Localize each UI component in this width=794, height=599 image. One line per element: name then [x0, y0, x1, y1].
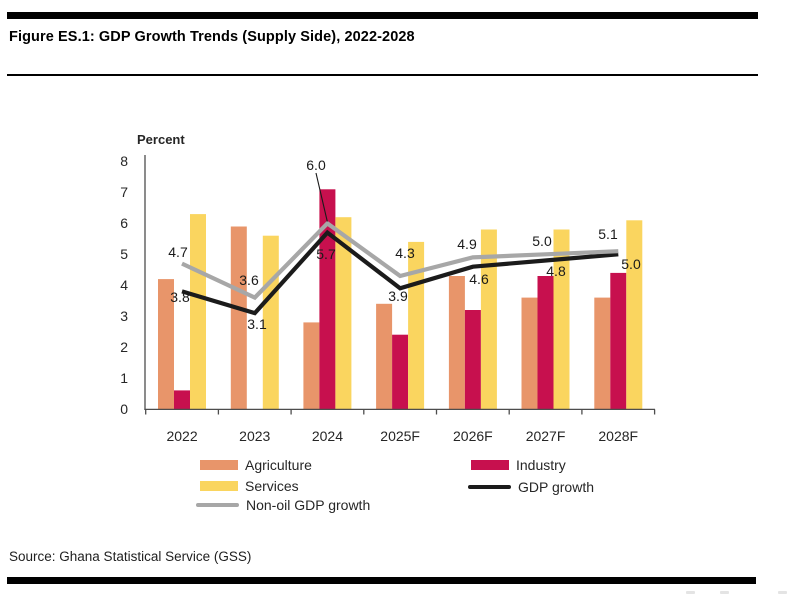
figure-title: Figure ES.1: GDP Growth Trends (Supply S…	[9, 29, 415, 45]
legend-swatch-industry	[471, 460, 509, 470]
bar-services-2023	[262, 235, 279, 409]
bar-industry-2028f	[610, 272, 627, 409]
legend-label-nonoil-gdp-growth: Non-oil GDP growth	[246, 497, 371, 513]
legend-item-gdp-growth: GDP growth	[468, 478, 594, 496]
line-non-oil-gdp-growth	[181, 220, 619, 301]
title-divider-rule	[7, 74, 758, 76]
legend-swatch-agriculture	[200, 460, 238, 470]
legend-label-gdp-growth: GDP growth	[518, 479, 594, 495]
top-rule	[7, 12, 758, 19]
source-note: Source: Ghana Statistical Service (GSS)	[9, 549, 252, 564]
bar-industry-2026f	[464, 310, 481, 409]
legend-item-nonoil-gdp-growth: Non-oil GDP growth	[196, 496, 370, 514]
bar-agriculture-2022	[158, 279, 174, 409]
bar-services-2025f	[408, 241, 425, 409]
bar-agriculture-2025f	[376, 303, 393, 409]
bar-services-2024	[335, 217, 352, 409]
bar-services-2028f	[626, 220, 643, 409]
bar-agriculture-2023	[230, 226, 247, 409]
callout-leader-line	[315, 172, 328, 222]
bar-industry-2024	[319, 189, 336, 409]
bar-services-2027f	[553, 229, 570, 409]
bottom-rule	[7, 577, 756, 584]
page-edge-artifact	[686, 590, 787, 596]
legend-swatch-services	[200, 481, 238, 491]
bar-agriculture-2027f	[521, 297, 538, 409]
bar-services-2022	[190, 214, 206, 409]
legend-item-industry: Industry	[471, 456, 566, 474]
y-axis-unit-label: Percent	[137, 132, 185, 147]
legend-swatch-gdp-growth-line	[468, 485, 511, 489]
bar-agriculture-2026f	[448, 276, 465, 409]
line-gdp-growth	[181, 229, 619, 316]
legend-label-industry: Industry	[516, 457, 566, 473]
bar-agriculture-2028f	[594, 297, 611, 409]
legend-swatch-nonoil-gdp-growth-line	[196, 503, 239, 507]
bar-services-2026f	[480, 229, 497, 409]
bar-agriculture-2024	[303, 322, 320, 409]
legend-item-agriculture: Agriculture	[200, 456, 312, 474]
bar-industry-2027f	[537, 276, 554, 409]
legend-item-services: Services	[200, 477, 299, 495]
bar-industry-2022	[174, 390, 190, 409]
legend-label-services: Services	[245, 478, 299, 494]
legend-label-agriculture: Agriculture	[245, 457, 312, 473]
bar-industry-2025f	[392, 334, 409, 409]
